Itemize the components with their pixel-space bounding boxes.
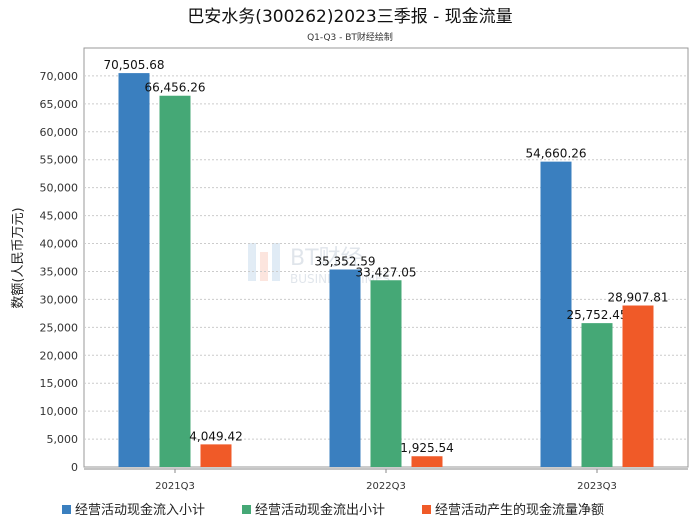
- bar: [540, 161, 572, 467]
- y-tick-label: 20,000: [40, 349, 79, 362]
- bar: [581, 323, 613, 467]
- y-tick-label: 10,000: [40, 405, 79, 418]
- y-tick-label: 25,000: [40, 321, 79, 334]
- svg-text:BT财经: BT财经: [290, 246, 363, 271]
- bar: [622, 305, 654, 467]
- y-tick-label: 5,000: [47, 433, 79, 446]
- y-tick-label: 60,000: [40, 126, 79, 139]
- y-tick-label: 40,000: [40, 238, 79, 251]
- chart-title: 巴安水务(300262)2023三季报 - 现金流量: [187, 7, 512, 27]
- y-axis-label: 数额(人民币万元): [11, 207, 26, 308]
- data-label: 66,456.26: [144, 81, 205, 95]
- y-tick-label: 15,000: [40, 377, 79, 390]
- bar: [411, 456, 443, 467]
- legend: 经营活动现金流入小计 经营活动现金流出小计 经营活动产生的现金流量净额: [62, 502, 604, 518]
- y-tick-label: 65,000: [40, 98, 79, 111]
- bar: [159, 95, 191, 468]
- data-label: 1,925.54: [400, 441, 453, 455]
- legend-label: 经营活动现金流入小计: [75, 502, 205, 518]
- bar: [370, 280, 402, 467]
- data-label: 33,427.05: [355, 265, 416, 279]
- legend-label: 经营活动产生的现金流量净额: [435, 502, 604, 518]
- x-tick-label: 2021Q3: [155, 481, 195, 492]
- bar: [200, 444, 232, 467]
- legend-swatch: [422, 505, 431, 514]
- data-label: 28,907.81: [607, 291, 668, 305]
- legend-label: 经营活动现金流出小计: [255, 502, 385, 518]
- data-label: 70,505.68: [103, 58, 164, 72]
- legend-swatch: [62, 505, 71, 514]
- y-tick-label: 70,000: [40, 70, 79, 83]
- bar: [118, 73, 150, 467]
- data-label: 25,752.45: [566, 308, 627, 322]
- chart-subtitle: Q1-Q3 - BT财经绘制: [307, 31, 393, 43]
- y-tick-label: 50,000: [40, 182, 79, 195]
- y-tick-label: 55,000: [40, 154, 79, 167]
- bar: [329, 269, 361, 467]
- x-tick-label: 2023Q3: [577, 481, 617, 492]
- legend-swatch: [242, 505, 251, 514]
- y-tick-label: 45,000: [40, 210, 79, 223]
- data-label: 54,660.26: [525, 147, 586, 161]
- data-label: 4,049.42: [189, 429, 242, 443]
- x-tick-label: 2022Q3: [366, 481, 406, 492]
- data-label: 35,352.59: [314, 254, 375, 268]
- y-tick-label: 30,000: [40, 293, 79, 306]
- y-tick-label: 35,000: [40, 265, 79, 278]
- y-tick-label: 0: [71, 461, 78, 474]
